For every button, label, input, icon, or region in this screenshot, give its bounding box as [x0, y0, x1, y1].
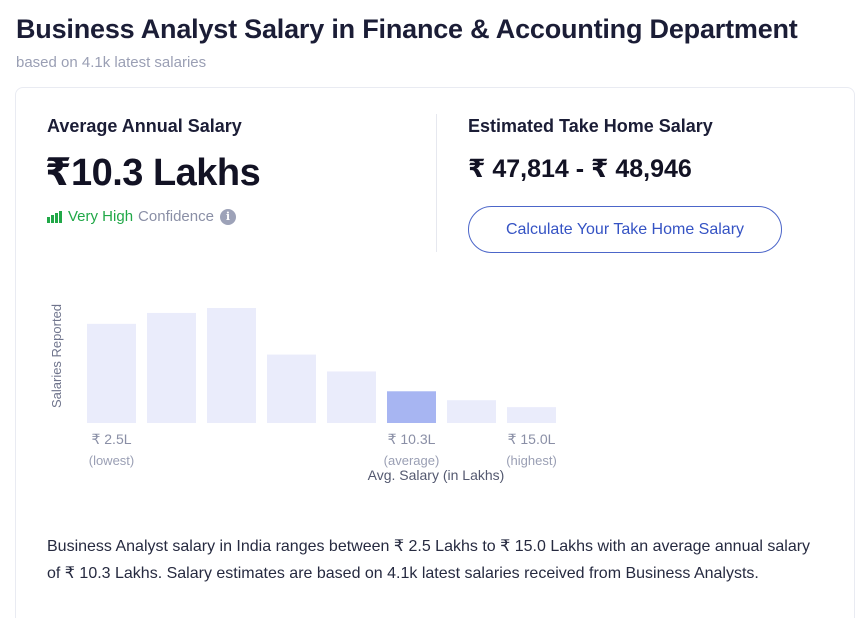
- chart-tick-sublabel: (highest): [506, 453, 557, 468]
- chart-bar-6[interactable]: [387, 391, 436, 423]
- average-salary-label: Average Annual Salary: [47, 116, 242, 136]
- chart-bar-8[interactable]: [507, 407, 556, 423]
- take-home-label: Estimated Take Home Salary: [468, 116, 713, 136]
- chart-tick-label: ₹ 15.0L: [508, 431, 556, 447]
- take-home-value: ₹ 47,814 - ₹ 48,946: [468, 155, 692, 183]
- chart-tick-sublabel: (lowest): [89, 453, 135, 468]
- chart-bar-1[interactable]: [87, 323, 136, 423]
- chart-bar-3[interactable]: [207, 308, 256, 423]
- confidence-indicator: Very High Confidence i: [47, 208, 236, 225]
- salary-card: Average Annual Salary ₹10.3 Lakhs Very H…: [15, 87, 855, 618]
- info-icon[interactable]: i: [219, 208, 236, 225]
- calculate-take-home-button[interactable]: Calculate Your Take Home Salary: [468, 206, 782, 253]
- chart-x-axis-label: Avg. Salary (in Lakhs): [368, 467, 505, 483]
- chart-tick-sublabel: (average): [384, 453, 440, 468]
- chart-bar-5[interactable]: [327, 371, 376, 423]
- page-title: Business Analyst Salary in Finance & Acc…: [16, 14, 798, 44]
- confidence-label: Confidence: [138, 208, 214, 225]
- section-divider: [436, 114, 437, 252]
- salary-description: Business Analyst salary in India ranges …: [47, 538, 811, 582]
- chart-bar-2[interactable]: [147, 312, 196, 423]
- chart-bar-7[interactable]: [447, 400, 496, 423]
- confidence-level: Very High: [68, 208, 134, 225]
- chart-y-axis-label: Salaries Reported: [49, 304, 64, 408]
- chart-tick-label: ₹ 2.5L: [91, 431, 131, 447]
- chart-bar-4[interactable]: [267, 354, 316, 423]
- signal-bars-icon: [47, 210, 62, 223]
- chart-tick-label: ₹ 10.3L: [388, 431, 436, 447]
- average-salary-value: ₹10.3 Lakhs: [45, 152, 261, 194]
- page-subtitle: based on 4.1k latest salaries: [16, 54, 207, 71]
- salary-distribution-chart: Salaries Reported ₹ 2.5L (lowest) ₹ 10.3L (…: [49, 304, 557, 483]
